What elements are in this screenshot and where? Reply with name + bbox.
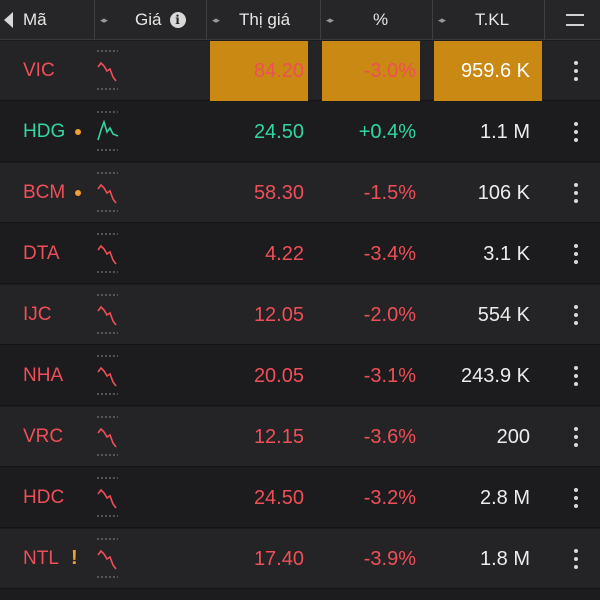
header-percent-label: % <box>373 10 389 29</box>
table-row[interactable]: HDG 24.50 +0.4% 1.1 M <box>0 102 600 162</box>
sparkline-chart <box>97 416 118 456</box>
header-divider <box>94 0 95 40</box>
watchlist-header: Mã ◂▸ Giá i ◂▸ Thị giá ◂▸ % ◂▸ T.KL <box>0 0 600 40</box>
stock-price: 24.50 <box>253 486 304 509</box>
header-divider <box>432 0 433 40</box>
sparkline-chart <box>97 538 118 578</box>
stock-symbol[interactable]: NHA <box>23 365 64 386</box>
stock-price: 84.20 <box>210 41 308 101</box>
stock-symbol[interactable]: VRC <box>23 426 64 447</box>
stock-symbol[interactable]: HDC <box>23 487 65 508</box>
sort-arrows-icon[interactable]: ◂▸ <box>326 14 334 25</box>
header-chart[interactable]: ◂▸ Giá i <box>100 0 206 40</box>
stock-percent-change: -3.1% <box>363 364 416 387</box>
stock-volume: 2.8 M <box>479 486 530 509</box>
warning-icon: ! <box>71 547 78 569</box>
more-options-icon[interactable] <box>566 547 586 571</box>
stock-percent-change: -3.4% <box>363 242 416 265</box>
stock-price: 58.30 <box>253 181 304 204</box>
more-options-icon[interactable] <box>566 425 586 449</box>
stock-symbol[interactable]: DTA <box>23 243 60 264</box>
header-divider <box>320 0 321 40</box>
stock-price: 12.15 <box>253 425 304 448</box>
stock-volume: 959.6 K <box>434 41 542 101</box>
stock-symbol[interactable]: NTL <box>23 548 59 569</box>
stock-volume: 200 <box>496 425 530 448</box>
header-price-label: Thị giá <box>239 10 291 29</box>
sparkline-chart <box>97 172 118 212</box>
table-row[interactable]: DTA 4.22 -3.4% 3.1 K <box>0 224 600 284</box>
stock-symbol[interactable]: VIC <box>23 60 55 81</box>
header-symbol-label: Mã <box>23 10 47 29</box>
stock-volume: 243.9 K <box>461 364 530 387</box>
stock-volume: 3.1 K <box>483 242 530 265</box>
more-options-icon[interactable] <box>566 303 586 327</box>
header-divider <box>544 0 545 40</box>
stock-percent-change: +0.4% <box>358 120 416 143</box>
stock-symbol[interactable]: IJC <box>23 304 52 325</box>
header-percent[interactable]: ◂▸ % <box>326 0 432 40</box>
more-options-icon[interactable] <box>566 242 586 266</box>
sort-arrows-icon[interactable]: ◂▸ <box>212 14 220 25</box>
more-options-icon[interactable] <box>566 181 586 205</box>
sparkline-chart <box>97 294 118 334</box>
table-row[interactable]: NHA 20.05 -3.1% 243.9 K <box>0 346 600 406</box>
header-symbol[interactable]: Mã <box>0 0 94 40</box>
more-options-icon[interactable] <box>566 120 586 144</box>
stock-percent-change: -3.9% <box>363 547 416 570</box>
stock-symbol[interactable]: HDG <box>23 121 66 142</box>
sparkline-chart <box>97 111 119 151</box>
sort-arrows-icon[interactable]: ◂▸ <box>438 14 446 25</box>
stock-volume: 554 K <box>477 303 530 326</box>
back-arrow-icon[interactable] <box>4 12 13 28</box>
sparkline-chart <box>97 477 118 517</box>
hamburger-menu-icon[interactable] <box>566 14 584 26</box>
alert-dot-icon <box>75 190 81 196</box>
stock-percent-change: -3.6% <box>363 425 416 448</box>
table-row[interactable]: VRC 12.15 -3.6% 200 <box>0 407 600 467</box>
stock-percent-change: -3.0% <box>322 41 420 101</box>
more-options-icon[interactable] <box>566 486 586 510</box>
stock-percent-change: -3.2% <box>363 486 416 509</box>
stock-price: 4.22 <box>265 242 304 265</box>
stock-percent-change: -1.5% <box>363 181 416 204</box>
header-price[interactable]: ◂▸ Thị giá <box>212 0 320 40</box>
header-volume[interactable]: ◂▸ T.KL <box>438 0 544 40</box>
more-options-icon[interactable] <box>566 59 586 83</box>
sparkline-chart <box>97 233 118 273</box>
table-row[interactable]: BCM 58.30 -1.5% 106 K <box>0 163 600 223</box>
stock-volume: 1.1 M <box>479 120 530 143</box>
stock-price: 24.50 <box>253 120 304 143</box>
stock-volume: 1.8 M <box>479 547 530 570</box>
sparkline-chart <box>97 50 118 90</box>
info-icon[interactable]: i <box>169 12 186 28</box>
header-volume-label: T.KL <box>475 10 510 29</box>
header-divider <box>206 0 207 40</box>
alert-dot-icon <box>75 129 81 135</box>
sparkline-chart <box>97 355 118 395</box>
stock-volume: 106 K <box>477 181 530 204</box>
stock-price: 17.40 <box>253 547 304 570</box>
sort-arrows-icon[interactable]: ◂▸ <box>100 14 108 25</box>
table-row[interactable]: VIC 84.20 -3.0% 959.6 K <box>0 41 600 101</box>
table-row[interactable]: HDC 24.50 -3.2% 2.8 M <box>0 468 600 528</box>
table-row[interactable]: NTL ! 17.40 -3.9% 1.8 M <box>0 529 600 589</box>
more-options-icon[interactable] <box>566 364 586 388</box>
stock-symbol[interactable]: BCM <box>23 182 66 203</box>
stock-price: 20.05 <box>253 364 304 387</box>
header-chart-label: Giá <box>135 10 162 29</box>
stock-price: 12.05 <box>253 303 304 326</box>
header-menu[interactable] <box>566 0 586 40</box>
table-row[interactable]: IJC 12.05 -2.0% 554 K <box>0 285 600 345</box>
stock-percent-change: -2.0% <box>363 303 416 326</box>
